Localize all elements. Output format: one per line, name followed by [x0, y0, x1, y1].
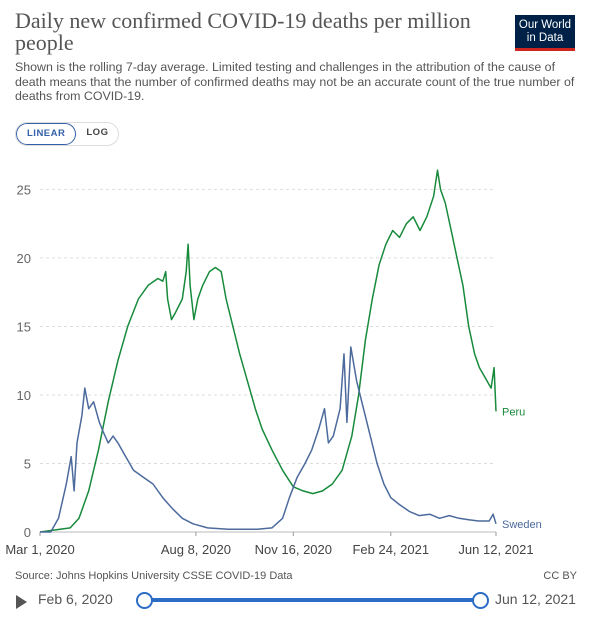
- linear-scale-button[interactable]: LINEAR: [16, 123, 77, 145]
- owid-logo[interactable]: Our World in Data: [515, 15, 575, 51]
- timeline-start-label: Feb 6, 2020: [38, 591, 113, 607]
- timeline-range-fill: [144, 598, 480, 602]
- x-tick-label: Nov 16, 2020: [255, 542, 332, 557]
- logo-line-1: Our World: [518, 19, 572, 31]
- x-tick-label: Feb 24, 2021: [352, 542, 429, 557]
- y-tick-label: 0: [24, 525, 31, 540]
- x-tick-label: Aug 8, 2020: [161, 542, 231, 557]
- chart-subtitle: Shown is the rolling 7-day average. Limi…: [15, 60, 575, 103]
- series-line-sweden[interactable]: [40, 346, 497, 533]
- logo-underline: [515, 48, 575, 51]
- y-tick-label: 5: [24, 456, 31, 471]
- series-label-peru[interactable]: Peru: [502, 406, 525, 418]
- timeline-end-handle[interactable]: [472, 592, 489, 609]
- y-tick-label: 20: [17, 251, 31, 266]
- timeline-end-label: Jun 12, 2021: [495, 591, 576, 607]
- y-tick-label: 25: [17, 182, 31, 197]
- license-link[interactable]: CC BY: [543, 570, 577, 582]
- line-chart: 0 5 10 15 20 25 Mar 1, 2020 Aug 8, 2020 Nov 16, …: [5, 169, 542, 557]
- play-icon[interactable]: [16, 595, 27, 609]
- source-note: Source: Johns Hopkins University CSSE CO…: [15, 570, 293, 582]
- log-scale-button[interactable]: LOG: [86, 127, 109, 138]
- timeline: Feb 6, 2020 Jun 12, 2021: [0, 588, 591, 614]
- logo-line-2: in Data: [526, 32, 564, 44]
- series-label-sweden[interactable]: Sweden: [502, 519, 542, 531]
- y-tick-label: 10: [17, 388, 31, 403]
- chart-title: Daily new confirmed COVID-19 deaths per …: [15, 8, 471, 55]
- timeline-start-handle[interactable]: [136, 592, 153, 609]
- scale-toggle: LINEAR LOG: [15, 122, 120, 146]
- x-tick-label: Mar 1, 2020: [5, 542, 74, 557]
- x-tick-label: Jun 12, 2021: [458, 542, 533, 557]
- timeline-track[interactable]: [136, 592, 489, 609]
- series-line-peru[interactable]: [39, 169, 497, 533]
- y-tick-label: 15: [17, 319, 31, 334]
